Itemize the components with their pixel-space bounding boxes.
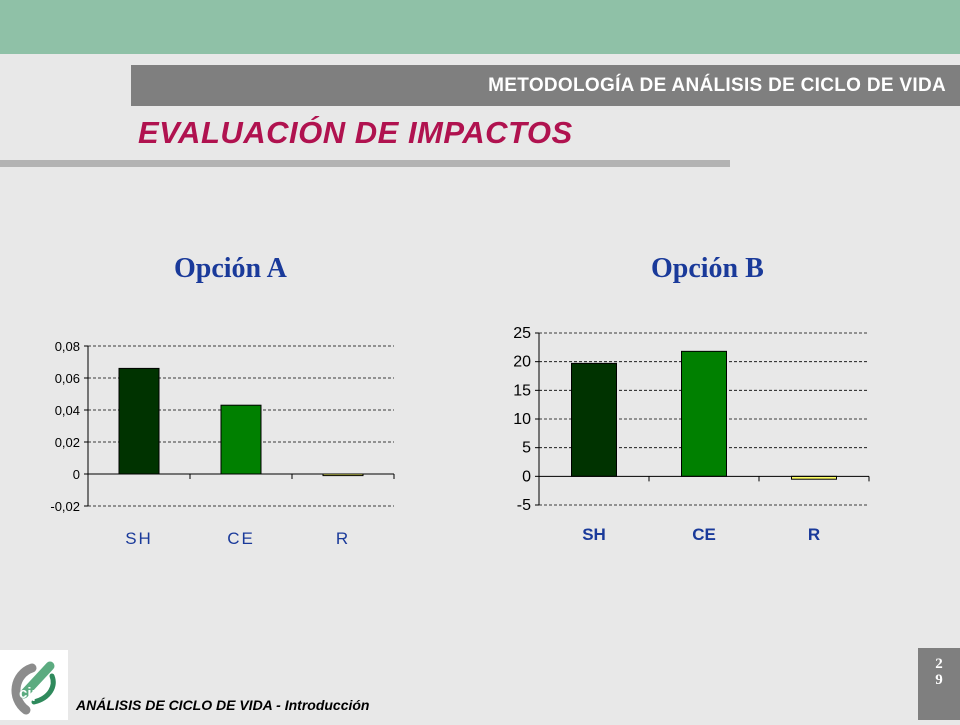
top-band — [0, 0, 960, 54]
page-number-digit-1: 2 — [935, 656, 943, 672]
chart-b: 25 20 15 10 5 0 -5 SH CE R — [513, 325, 870, 544]
chart-1-bar-ce — [681, 350, 727, 477]
chart-1-bar-sh — [571, 362, 617, 477]
chart-1-y-tick-label: 0 — [522, 468, 531, 485]
chart-1-y-tick-label: 20 — [513, 354, 531, 371]
logo-text: cip — [19, 685, 41, 702]
chart-1-y-tick-label: 15 — [513, 382, 531, 399]
chart-0-category-label: R — [336, 529, 350, 548]
section-header: METODOLOGÍA DE ANÁLISIS DE CICLO DE VIDA — [131, 65, 960, 106]
chart-0-y-tick-label: 0,02 — [55, 435, 80, 450]
chart-1-y-tick-label: 5 — [522, 440, 531, 457]
section-header-label: METODOLOGÍA DE ANÁLISIS DE CICLO DE VIDA — [488, 74, 946, 96]
page-number: 2 9 — [918, 648, 960, 720]
footer-caption: ANÁLISIS DE CICLO DE VIDA - Introducción — [76, 697, 370, 713]
chart-0-category-label: CE — [227, 529, 255, 548]
chart-1-category-label: SH — [582, 525, 606, 544]
chart-1-category-label: CE — [692, 525, 716, 544]
chart-1-y-tick-label: 10 — [513, 411, 531, 428]
chart-1-y-tick-label: -5 — [517, 497, 531, 514]
chart-0-y-tick-label: 0,06 — [55, 371, 80, 386]
cip-logo-icon: cip — [11, 661, 56, 715]
chart-0-y-tick-label: -0,02 — [50, 499, 80, 514]
chart-a: 0,08 0,06 0,04 0,02 0 -0,02 SH CE R — [50, 339, 395, 548]
chart-0-bar-sh — [118, 367, 160, 475]
chart-0-y-tick-label: 0,04 — [55, 403, 80, 418]
chart-0-y-tick-label: 0,08 — [55, 339, 80, 354]
page-number-digit-2: 9 — [935, 672, 943, 688]
chart-b-title: Opción B — [651, 253, 764, 284]
chart-a-title: Opción A — [174, 253, 287, 284]
logo: cip — [0, 650, 68, 720]
page-title: EVALUACIÓN DE IMPACTOS — [138, 115, 573, 150]
chart-1-category-label: R — [808, 525, 820, 544]
chart-0-category-label: SH — [125, 529, 153, 548]
chart-0-bar-ce — [220, 404, 262, 475]
chart-1-y-tick-label: 25 — [513, 325, 531, 342]
chart-0-y-tick-label: 0 — [73, 467, 80, 482]
title-divider — [0, 160, 730, 167]
